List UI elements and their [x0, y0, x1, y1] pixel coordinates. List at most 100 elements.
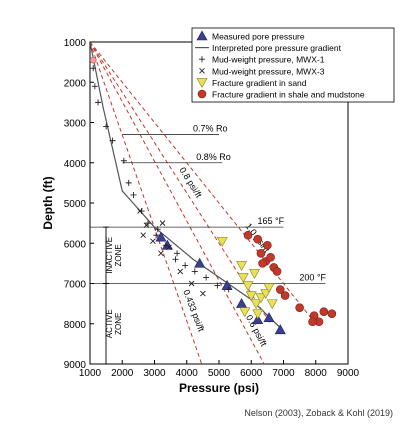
- reference-line-label: 0.7% Ro: [193, 124, 228, 134]
- x-tick-label: 7000: [272, 368, 295, 379]
- gradient-line: [90, 42, 203, 364]
- data-point: [266, 253, 275, 262]
- data-point: [188, 280, 195, 287]
- data-point: [137, 208, 143, 214]
- data-point: [166, 244, 172, 251]
- zone-label: INACTIVE: [105, 237, 114, 274]
- data-point: [319, 307, 329, 316]
- data-point: [174, 250, 181, 257]
- y-tick-label: 4000: [64, 159, 87, 170]
- legend-marker: [199, 67, 205, 74]
- legend-marker: [196, 30, 208, 41]
- y-axis-label: Depth (ft): [41, 176, 55, 229]
- y-tick-label: 2000: [64, 78, 87, 89]
- data-point: [308, 317, 317, 327]
- data-point: [177, 268, 184, 275]
- data-point: [214, 282, 221, 289]
- gradient-line: [90, 42, 265, 364]
- data-point: [272, 267, 282, 276]
- legend-label: Mud-weight pressure, MWX-1: [212, 55, 325, 65]
- data-point: [263, 312, 275, 323]
- legend-label: Fracture gradient in shale and mudstone: [212, 90, 365, 100]
- data-point: [248, 269, 260, 280]
- x-tick-label: 2000: [111, 368, 134, 379]
- y-tick-label: 7000: [64, 280, 87, 291]
- x-tick-label: 5000: [208, 368, 231, 379]
- data-point: [255, 293, 267, 304]
- x-tick-label: 1000: [79, 368, 102, 379]
- data-point: [158, 250, 164, 257]
- surface-point: [89, 56, 97, 64]
- zone-label: ACTIVE: [105, 309, 114, 338]
- data-point: [125, 179, 132, 186]
- data-point: [256, 249, 266, 258]
- data-point: [239, 307, 251, 318]
- data-points: [89, 56, 337, 335]
- data-point: [225, 286, 232, 293]
- reference-line-label: 0.8% Ro: [196, 152, 231, 162]
- data-point: [155, 231, 167, 242]
- zone-label: ZONE: [114, 244, 123, 266]
- data-point: [182, 262, 189, 269]
- data-point: [120, 157, 127, 164]
- data-point: [216, 236, 228, 247]
- data-point: [236, 261, 248, 272]
- data-point: [153, 232, 160, 239]
- x-tick-label: 8000: [305, 368, 328, 379]
- y-tick-label: 3000: [64, 119, 87, 130]
- gradient-lines: [90, 42, 317, 364]
- data-point: [109, 137, 116, 144]
- data-point: [280, 291, 290, 300]
- legend-marker: [196, 78, 208, 89]
- data-point: [154, 226, 161, 233]
- legend-marker: [199, 56, 205, 63]
- data-point: [203, 274, 210, 281]
- legend-label: Interpreted pore pressure gradient: [212, 43, 342, 53]
- data-point: [172, 256, 179, 263]
- reference-line-label: 165 °F: [258, 216, 285, 226]
- data-point: [162, 242, 169, 249]
- legend-label: Fracture gradient in sand: [212, 78, 307, 88]
- data-point: [159, 220, 166, 226]
- y-tick-label: 9000: [64, 360, 87, 371]
- data-point: [242, 281, 254, 292]
- data-point: [130, 191, 137, 198]
- data-point: [150, 238, 156, 245]
- legend-label: Mud-weight pressure, MWX-3: [212, 66, 325, 76]
- data-point: [245, 291, 257, 302]
- data-point: [253, 234, 263, 244]
- data-point: [252, 309, 264, 320]
- x-axis-label: Pressure (psi): [179, 381, 259, 395]
- y-tick-label: 1000: [64, 38, 87, 49]
- y-tick-label: 8000: [64, 320, 87, 331]
- data-point: [250, 299, 262, 310]
- zone-label: ZONE: [114, 313, 123, 335]
- x-tick-label: 3000: [143, 368, 166, 379]
- data-point: [243, 230, 253, 240]
- source-credit: Nelson (2003), Zoback & Kohl (2019): [244, 408, 393, 418]
- data-point: [140, 232, 147, 239]
- data-point: [263, 240, 272, 250]
- data-point: [143, 222, 150, 228]
- data-point: [191, 268, 198, 275]
- data-point: [263, 283, 275, 294]
- data-point: [200, 290, 206, 297]
- data-point: [258, 259, 267, 268]
- data-point: [266, 299, 278, 310]
- data-point: [90, 65, 97, 72]
- legend-label: Measured pore pressure: [212, 32, 305, 42]
- data-point: [295, 303, 304, 312]
- x-tick-label: 9000: [337, 368, 360, 379]
- data-point: [91, 83, 98, 90]
- legend-box: [191, 27, 395, 103]
- data-point: [275, 285, 285, 294]
- x-tick-label: 6000: [240, 368, 263, 379]
- reference-line-label: 200 °F: [299, 273, 326, 283]
- data-point: [274, 324, 286, 335]
- data-point: [327, 309, 337, 318]
- data-point: [103, 123, 110, 130]
- data-point: [237, 273, 249, 284]
